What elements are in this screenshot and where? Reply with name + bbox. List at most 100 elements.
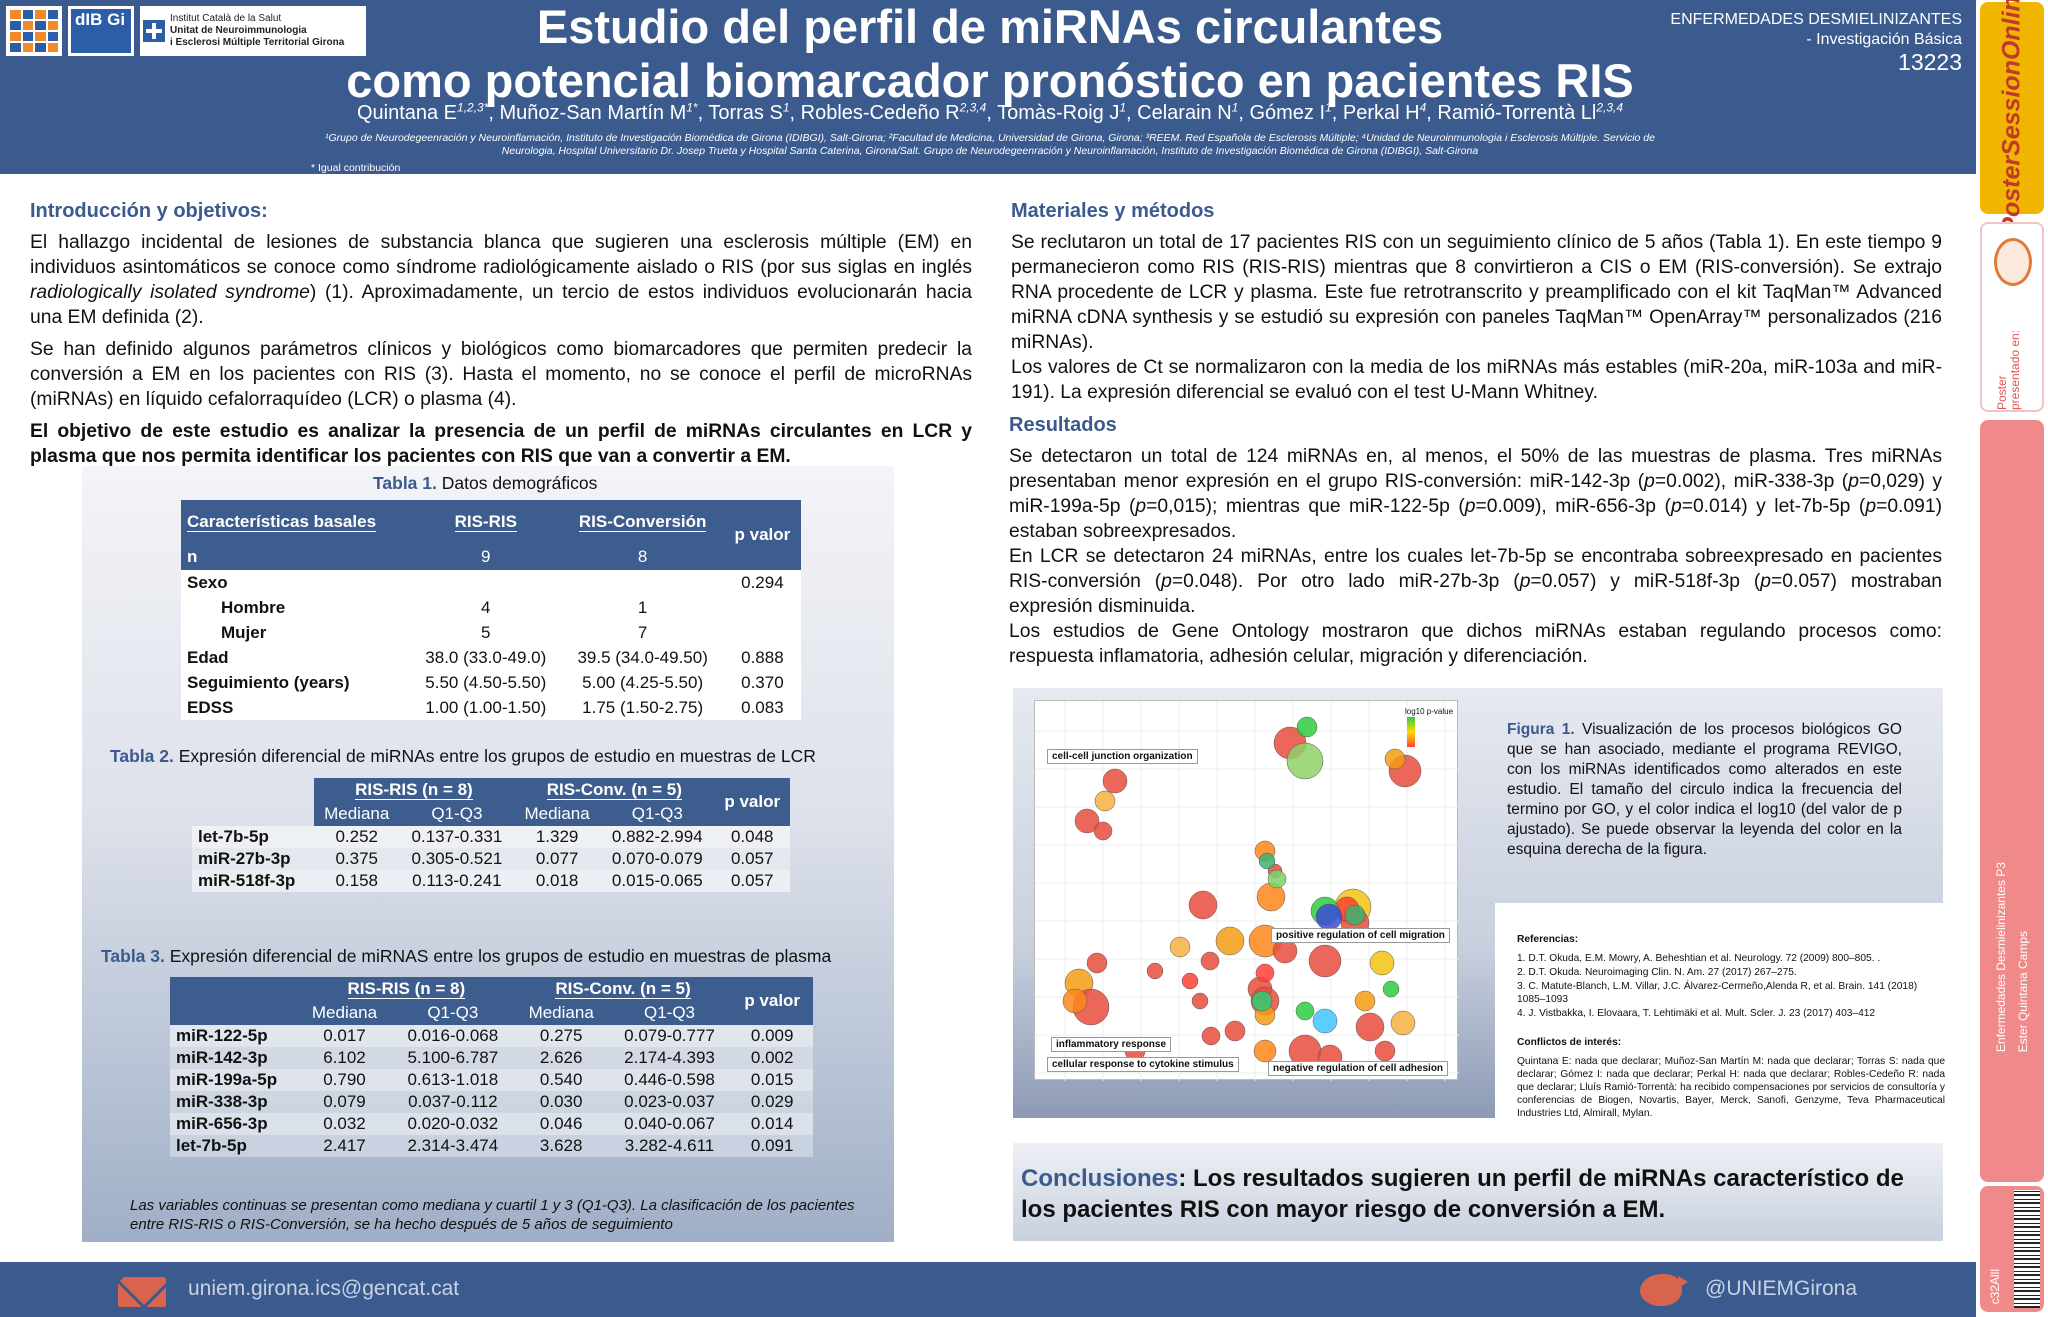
barcode-icon bbox=[2014, 1190, 2040, 1308]
go-term-bubble bbox=[1191, 992, 1209, 1010]
author: Tomàs-Roig J1, bbox=[997, 100, 1138, 124]
go-term-bubble bbox=[1296, 716, 1318, 738]
t1-header-ris-conv: RIS-Conversión bbox=[578, 512, 707, 532]
t1-header-characteristics: Características basales bbox=[187, 512, 377, 532]
t2-sub-q-a: Q1-Q3 bbox=[399, 802, 515, 826]
tables-footnote: Las variables continuas se presentan com… bbox=[130, 1197, 855, 1233]
table2-caption: Tabla 2. Expresión diferencial de miRNAs… bbox=[110, 746, 816, 766]
table2-row: miR-518f-3p 0.158 0.113-0.241 0.018 0.015-0.… bbox=[192, 870, 790, 892]
references-list: 1. D.T. Okuda, E.M. Mowry, A. Beheshtian… bbox=[1517, 952, 1947, 1020]
figure-caption: Figura 1. Visualización de los procesos … bbox=[1507, 721, 1902, 858]
results-heading: Resultados bbox=[1009, 414, 1117, 436]
intro-heading: Introducción y objetivos: bbox=[30, 200, 268, 222]
conflicts-text: Quintana E: nada que declarar; Muñoz-San… bbox=[1517, 1056, 1945, 1119]
go-term-bubble bbox=[1374, 1040, 1396, 1062]
t2-group-b: RIS-Conv. (n = 5) bbox=[546, 780, 682, 800]
t2-sub-median-a: Mediana bbox=[313, 802, 400, 826]
poster-session-online-logo[interactable]: PosterSessionOnline bbox=[1980, 0, 2044, 234]
table3-row: miR-338-3p 0.079 0.037-0.112 0.030 0.023-0.0… bbox=[170, 1091, 813, 1113]
congress-emblem-icon bbox=[1994, 238, 2032, 286]
t1-header-p: p valor bbox=[723, 500, 801, 570]
go-term-bubble bbox=[1295, 1001, 1315, 1021]
go-term-bubble bbox=[1093, 821, 1113, 841]
barcode-strip: c32Alll bbox=[1980, 1186, 2044, 1312]
abstract-id: 13223 bbox=[1898, 49, 1962, 75]
twitter-handle[interactable]: @UNIEMGirona bbox=[1705, 1277, 1858, 1300]
topic-line-1: ENFERMEDADES DESMIELINIZANTES bbox=[1670, 11, 1962, 28]
author: Gómez I1, bbox=[1249, 100, 1343, 124]
equal-contribution-note: * Igual contribución bbox=[311, 162, 401, 174]
author-list: Quintana E1,2,3*, Muñoz-San Martín M1*, … bbox=[300, 100, 1680, 125]
label-cytokine: cellular response to cytokine stimulus bbox=[1047, 1057, 1239, 1072]
mail-icon bbox=[118, 1277, 166, 1307]
go-term-bubble bbox=[1267, 869, 1287, 889]
congress-badge: Poster presentado en: bbox=[1980, 222, 2044, 412]
ics-line1: Institut Català de la Salut bbox=[170, 13, 282, 24]
go-term-bubble bbox=[1181, 972, 1199, 990]
go-term-bubble bbox=[1258, 852, 1276, 870]
t3-group-b: RIS-Conv. (n = 5) bbox=[555, 979, 691, 999]
methods-paragraph-2: Los valores de Ct se normalizaron con la… bbox=[1011, 357, 1942, 403]
ics-logo: Institut Català de la Salut Unitat de Ne… bbox=[140, 6, 366, 56]
t2-header-p: p valor bbox=[714, 778, 790, 826]
table-demographics: Características basales RIS-RIS RIS-Conv… bbox=[181, 500, 801, 720]
intro-paragraph-2: Se han definido algunos parámetros clíni… bbox=[30, 339, 972, 410]
t1-row: Seguimiento (years) 5.50 (4.50-5.50) 5.00 … bbox=[181, 670, 801, 695]
logo-text: PosterSessionOnline bbox=[1997, 0, 2026, 234]
go-term-bubble bbox=[1354, 990, 1376, 1012]
objective-statement: El objetivo de este estudio es analizar … bbox=[30, 421, 972, 467]
title-line-2: como potencial biomarcador pronóstico en… bbox=[346, 54, 1634, 107]
go-term-bubble bbox=[1390, 1010, 1416, 1036]
go-term-bubble bbox=[1215, 926, 1245, 956]
go-term-bubble bbox=[1224, 1020, 1246, 1042]
go-term-bubble bbox=[1146, 962, 1164, 980]
logos: dIB Gi Institut Català de la Salut Unita… bbox=[6, 6, 366, 56]
t1-row: Mujer 5 7 bbox=[181, 620, 801, 645]
title-line-1: Estudio del perfil de miRNAs circulantes bbox=[536, 0, 1444, 53]
author: Ramió-Torrentà Ll2,3,4 bbox=[1437, 100, 1624, 124]
go-term-bubble bbox=[1169, 936, 1191, 958]
results-paragraph-2: En LCR se detectaron 24 miRNAs, entre lo… bbox=[1009, 546, 1942, 617]
conclusion-label: Conclusiones bbox=[1021, 1165, 1179, 1192]
t3-group-a: RIS-RIS (n = 8) bbox=[347, 979, 466, 999]
go-term-bubble bbox=[1355, 1012, 1385, 1042]
methods-paragraph-1: Se reclutaron un total de 17 pacientes R… bbox=[1011, 232, 1942, 353]
methods-heading: Materiales y métodos bbox=[1011, 200, 1215, 222]
contact-email[interactable]: uniem.girona.ics@gencat.cat bbox=[188, 1277, 460, 1300]
label-cell-adhesion: negative regulation of cell adhesion bbox=[1268, 1061, 1449, 1076]
poster-footer: uniem.girona.ics@gencat.cat @UNIEMGirona bbox=[0, 1262, 1976, 1317]
go-term-bubble bbox=[1312, 1008, 1338, 1034]
table-plasma: RIS-RIS (n = 8) RIS-Conv. (n = 5) p valo… bbox=[170, 977, 813, 1157]
poster-header: dIB Gi Institut Català de la Salut Unita… bbox=[0, 0, 1976, 174]
references-heading: Referencias: bbox=[1517, 934, 1579, 945]
t1-n-ris-conv: 8 bbox=[561, 544, 724, 570]
reference-item: 4. J. Vistbakka, I. Elovaara, T. Lehtimä… bbox=[1517, 1008, 1876, 1019]
go-term-bubble bbox=[1188, 890, 1218, 920]
table3-row: miR-656-3p 0.032 0.020-0.032 0.046 0.040-0.0… bbox=[170, 1113, 813, 1135]
poster-title: Estudio del perfil de miRNAs circulantes… bbox=[300, 0, 1680, 108]
reference-item: 1. D.T. Okuda, E.M. Mowry, A. Beheshtian… bbox=[1517, 953, 1881, 964]
go-term-bubble bbox=[1251, 990, 1273, 1012]
t2-sub-median-b: Mediana bbox=[514, 802, 601, 826]
ics-line3: i Esclerosi Múltiple Territorial Girona bbox=[170, 37, 345, 48]
topic-block: ENFERMEDADES DESMIELINIZANTES - Investig… bbox=[1670, 10, 1962, 75]
author: Perkal H4, bbox=[1342, 100, 1438, 124]
t3-sub-q-b: Q1-Q3 bbox=[607, 1001, 732, 1025]
conclusion-box: Conclusiones: Los resultados sugieren un… bbox=[1013, 1143, 1943, 1241]
t3-header-p: p valor bbox=[731, 977, 813, 1025]
go-term-bubble bbox=[1200, 951, 1220, 971]
go-term-bubble bbox=[1062, 988, 1088, 1014]
table3-caption: Tabla 3. Expresión diferencial de miRNAS… bbox=[101, 946, 832, 966]
label-inflammatory: inflammatory response bbox=[1051, 1037, 1172, 1052]
t3-sub-median-a: Mediana bbox=[298, 1001, 391, 1025]
table1-caption: Tabla 1. Datos demográficos bbox=[373, 473, 598, 493]
t1-row: Edad 38.0 (33.0-49.0) 39.5 (34.0-49.50) 0.8… bbox=[181, 645, 801, 670]
t1-n-ris-ris: 9 bbox=[410, 544, 562, 570]
go-term-bubble bbox=[1382, 980, 1400, 998]
t1-n-label: n bbox=[181, 544, 411, 570]
author: Robles-Cedeño R2,3,4, bbox=[800, 100, 998, 124]
presented-text: Poster presentado en: bbox=[1995, 329, 2022, 410]
label-cell-migration: positive regulation of cell migration bbox=[1271, 928, 1450, 943]
go-term-bubble bbox=[1308, 944, 1342, 978]
author: Muñoz-San Martín M1*, bbox=[499, 100, 709, 124]
